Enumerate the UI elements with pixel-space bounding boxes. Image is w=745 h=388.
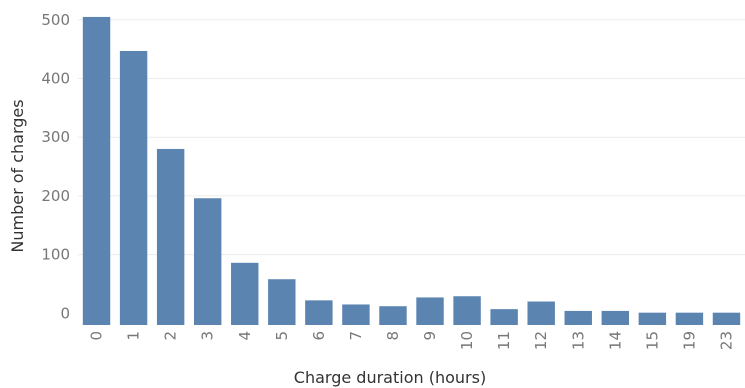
y-tick-label: 100 [41, 246, 70, 264]
y-tick-label: 300 [41, 128, 70, 146]
bar-23 [712, 312, 741, 325]
bar-13 [564, 310, 592, 325]
bar-4 [231, 262, 259, 325]
bar-1 [119, 50, 148, 325]
x-tick-label: 4 [236, 331, 254, 341]
x-tick-label: 13 [569, 331, 587, 350]
y-tick-label: 0 [60, 304, 70, 322]
bar-6 [305, 300, 333, 325]
x-tick-label: 3 [199, 331, 217, 341]
x-tick-label: 19 [680, 331, 698, 350]
bar-7 [342, 304, 370, 325]
x-tick-label: 23 [717, 331, 735, 350]
x-tick-label: 7 [347, 331, 365, 341]
y-tick-label: 400 [41, 70, 70, 88]
x-axis-ticks: 0 1 2 3 4 5 6 7 8 9 10 11 12 13 14 15 19 23 [88, 331, 736, 350]
x-tick-label: 8 [384, 331, 402, 341]
x-tick-label: 10 [458, 331, 476, 350]
x-tick-label: 2 [162, 331, 180, 341]
x-tick-label: 12 [532, 331, 550, 350]
bar-12 [527, 301, 555, 325]
y-axis-ticks: 0 100 200 300 400 500 [41, 11, 70, 322]
y-tick-label: 500 [41, 11, 70, 29]
y-tick-label: 200 [41, 187, 70, 205]
bar-8 [379, 306, 407, 325]
x-tick-label: 6 [310, 331, 328, 341]
x-axis-title: Charge duration (hours) [294, 368, 486, 387]
gridlines [78, 19, 745, 256]
bar-2 [156, 148, 185, 325]
bar-9 [416, 297, 444, 325]
x-tick-label: 9 [421, 331, 439, 341]
y-axis-title: Number of charges [8, 99, 27, 252]
x-tick-label: 5 [273, 331, 291, 341]
bar-15 [638, 312, 667, 325]
x-tick-label: 11 [495, 331, 513, 350]
bars [82, 16, 741, 326]
bar-11 [490, 309, 518, 325]
bar-5 [268, 279, 296, 325]
bar-10 [453, 296, 481, 325]
bar-14 [601, 310, 630, 325]
x-tick-label: 1 [125, 331, 143, 341]
x-tick-label: 15 [643, 331, 661, 350]
bar-19 [675, 312, 704, 325]
bar-0 [82, 16, 111, 326]
x-tick-label: 0 [88, 331, 106, 341]
x-tick-label: 14 [606, 331, 624, 350]
bar-3 [193, 198, 222, 325]
